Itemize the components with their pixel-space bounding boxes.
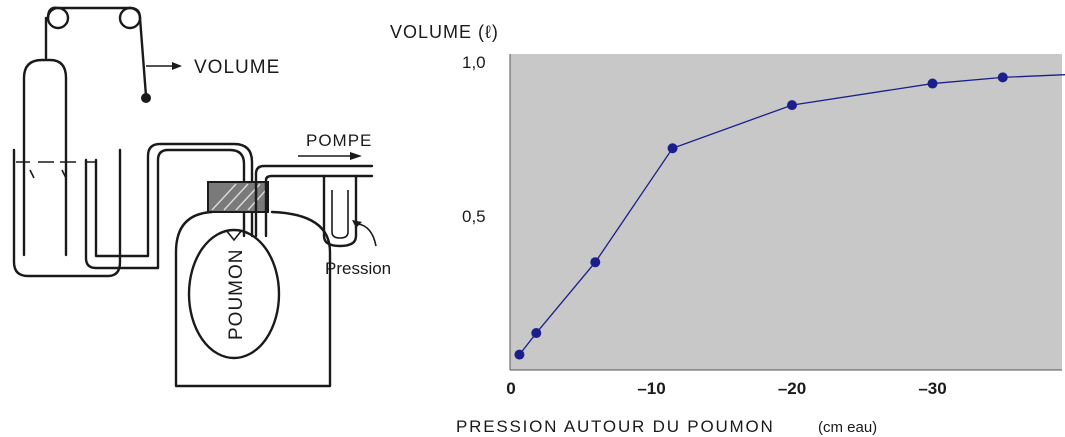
- cord-right: [138, 16, 148, 98]
- x-tick-label: –10: [637, 379, 665, 398]
- pression-pointer-head: [352, 220, 362, 228]
- series-line: [518, 74, 1065, 356]
- data-point: [590, 257, 601, 268]
- lung: [187, 228, 281, 360]
- manometer: [322, 174, 358, 248]
- plot-background: [510, 54, 1062, 370]
- pulley-left: [46, 6, 70, 30]
- y-axis-label: VOLUME (ℓ): [390, 22, 499, 42]
- trachea: [225, 229, 243, 242]
- pompe-label: POMPE: [306, 131, 372, 150]
- data-point: [514, 349, 525, 360]
- data-point: [997, 72, 1008, 83]
- pression-label: Pression: [325, 259, 391, 278]
- data-point: [787, 100, 797, 111]
- data-point: [927, 78, 938, 89]
- counterweight: [141, 93, 151, 103]
- stopper-hatch: [211, 183, 267, 211]
- chart: VOLUME (ℓ) 0,5 1,0 0 –10 –20 –30 PRESSION AU…: [390, 22, 1065, 436]
- water-marks: [29, 169, 67, 179]
- inner-tube: [84, 148, 246, 270]
- pump-tube: [254, 164, 374, 238]
- x-ticks: 0 –10 –20 –30: [506, 379, 946, 398]
- x-axis-unit: (cm eau): [818, 419, 877, 436]
- y-tick-label: 1,0: [462, 53, 486, 72]
- x-tick-label: –20: [778, 379, 806, 398]
- y-tick-label: 0,5: [462, 207, 486, 226]
- poumon-label: POUMON: [226, 249, 247, 341]
- data-point: [531, 328, 542, 339]
- x-tick-label: –30: [918, 379, 946, 398]
- data-point: [667, 143, 678, 154]
- spirometer-bell: [22, 58, 68, 257]
- volume-label: VOLUME: [194, 57, 280, 78]
- volume-pointer-arrowhead: [172, 62, 182, 70]
- bell-jar: [174, 210, 332, 388]
- pulley-cord: [46, 6, 142, 20]
- pression-pointer: [357, 223, 377, 247]
- series: [514, 72, 1065, 360]
- manometer-inner: [331, 190, 349, 239]
- x-tick-label: 0: [506, 379, 515, 398]
- y-ticks: 0,5 1,0: [462, 53, 486, 226]
- x-axis-label: PRESSION AUTOUR DU POUMON: [456, 417, 775, 436]
- inner-tube-wall: [94, 142, 254, 258]
- apparatus-drawing: VOLUME POMPE Pression POUMON: [12, 6, 391, 388]
- pompe-arrowhead: [350, 152, 362, 160]
